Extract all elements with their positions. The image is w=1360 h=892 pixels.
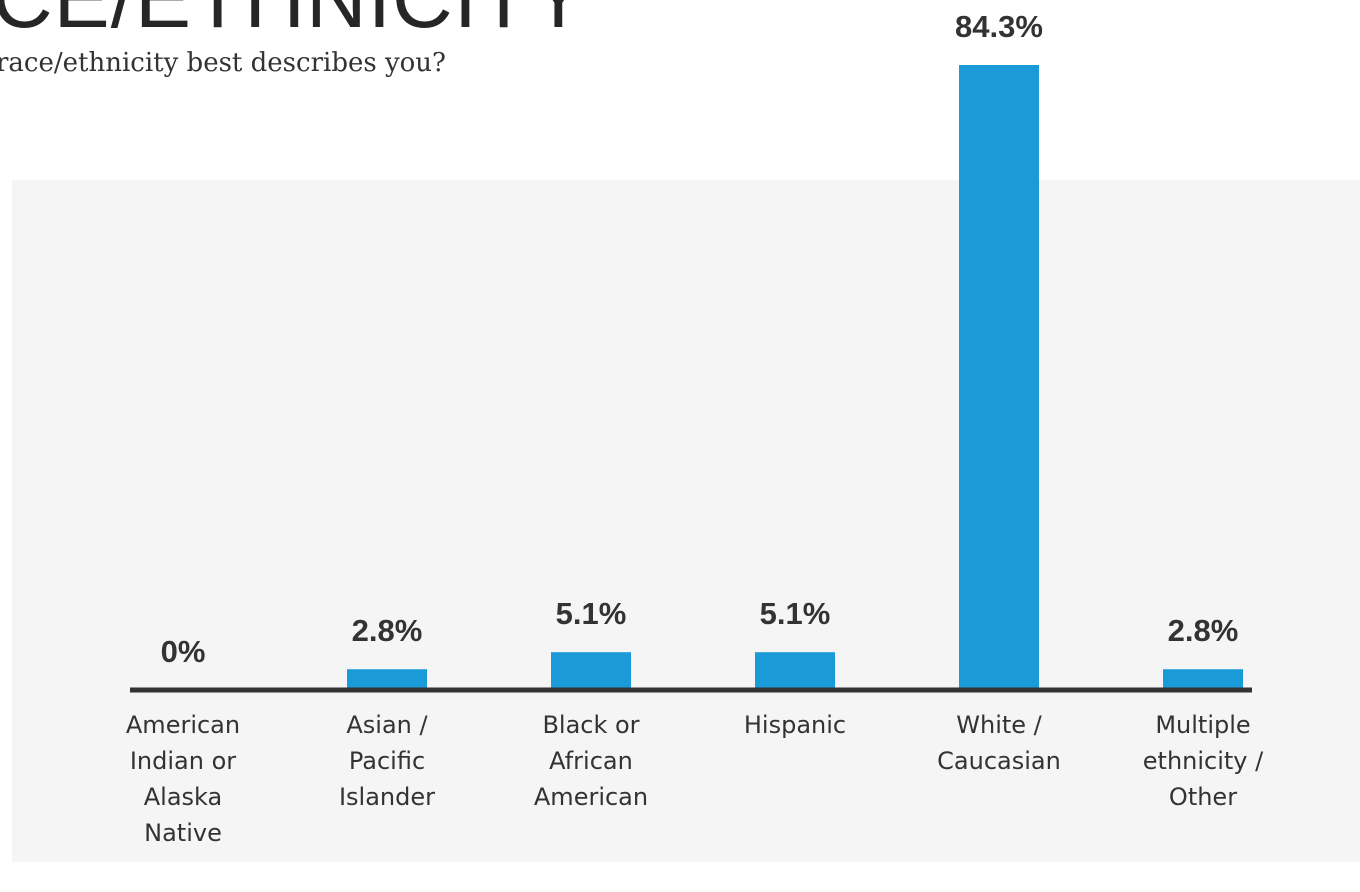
- category-label-line: American: [534, 783, 648, 811]
- bar-1: [347, 669, 427, 690]
- category-label-0: American Indian or Alaska Native: [126, 711, 240, 847]
- bar-4: [959, 65, 1039, 690]
- category-label-line: Hispanic: [744, 711, 846, 739]
- value-label-5: 2.8%: [1168, 613, 1239, 648]
- category-label-1: Asian / Pacific Islander: [339, 711, 435, 811]
- value-label-2: 5.1%: [556, 596, 627, 631]
- bars-group: [347, 65, 1243, 690]
- category-label-line: Caucasian: [937, 747, 1061, 775]
- category-label-5: Multiple ethnicity / Other: [1143, 711, 1264, 811]
- page-title: CE/ETHNICITY: [0, 0, 587, 40]
- category-label-line: Multiple: [1155, 711, 1250, 739]
- category-label-line: Native: [144, 819, 222, 847]
- category-label-3: Hispanic: [744, 711, 846, 739]
- category-label-line: Black or: [542, 711, 639, 739]
- category-label-line: Other: [1169, 783, 1237, 811]
- category-label-4: White / Caucasian: [937, 711, 1061, 775]
- category-label-line: Pacific: [349, 747, 425, 775]
- chart-panel: [12, 180, 1360, 862]
- category-label-line: American: [126, 711, 240, 739]
- category-label-line: ethnicity /: [1143, 747, 1264, 775]
- category-label-2: Black or African American: [534, 711, 648, 811]
- category-label-line: Asian /: [346, 711, 428, 739]
- category-label-line: Indian or: [130, 747, 236, 775]
- category-label-line: African: [549, 747, 633, 775]
- bar-2: [551, 652, 631, 690]
- value-label-1: 2.8%: [352, 613, 423, 648]
- category-label-line: Alaska: [144, 783, 222, 811]
- value-label-3: 5.1%: [760, 596, 831, 631]
- category-label-line: White /: [956, 711, 1042, 739]
- bar-5: [1163, 669, 1243, 690]
- category-labels-group: American Indian or Alaska Native Asian / Paci…: [126, 711, 1264, 847]
- value-label-4: 84.3%: [955, 9, 1043, 44]
- question-subtitle: race/ethnicity best describes you?: [0, 48, 446, 78]
- value-labels-group: 0% 2.8% 5.1% 5.1% 84.3% 2.8%: [161, 9, 1239, 669]
- bar-3: [755, 652, 835, 690]
- value-label-0: 0%: [161, 634, 206, 669]
- category-label-line: Islander: [339, 783, 435, 811]
